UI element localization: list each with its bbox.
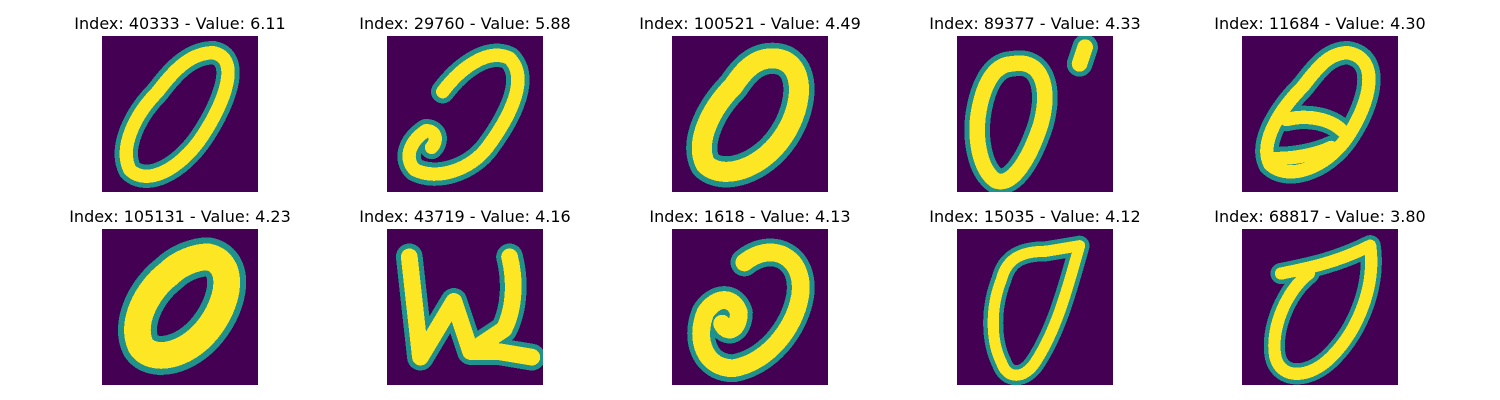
sample-image xyxy=(102,229,258,385)
sample-cell: Index: 40333 - Value: 6.11 xyxy=(60,14,300,204)
sample-title: Index: 100521 - Value: 4.49 xyxy=(639,14,861,33)
sample-title: Index: 1618 - Value: 4.13 xyxy=(649,207,851,226)
sample-title: Index: 11684 - Value: 4.30 xyxy=(1214,14,1426,33)
sample-cell: Index: 43719 - Value: 4.16 xyxy=(345,207,585,397)
sample-image xyxy=(957,36,1113,192)
sample-title: Index: 68817 - Value: 3.80 xyxy=(1214,207,1426,226)
sample-image xyxy=(387,229,543,385)
sample-image xyxy=(1242,229,1398,385)
sample-cell: Index: 15035 - Value: 4.12 xyxy=(915,207,1155,397)
sample-title: Index: 105131 - Value: 4.23 xyxy=(69,207,291,226)
sample-cell: Index: 100521 - Value: 4.49 xyxy=(630,14,870,204)
sample-title: Index: 29760 - Value: 5.88 xyxy=(359,14,571,33)
sample-cell: Index: 29760 - Value: 5.88 xyxy=(345,14,585,204)
sample-title: Index: 89377 - Value: 4.33 xyxy=(929,14,1141,33)
sample-image xyxy=(387,36,543,192)
sample-image xyxy=(672,229,828,385)
sample-cell: Index: 1618 - Value: 4.13 xyxy=(630,207,870,397)
sample-image xyxy=(957,229,1113,385)
sample-image xyxy=(672,36,828,192)
sample-cell: Index: 11684 - Value: 4.30 xyxy=(1200,14,1440,204)
sample-cell: Index: 68817 - Value: 3.80 xyxy=(1200,207,1440,397)
sample-title: Index: 15035 - Value: 4.12 xyxy=(929,207,1141,226)
sample-image xyxy=(102,36,258,192)
sample-title: Index: 40333 - Value: 6.11 xyxy=(74,14,286,33)
sample-cell: Index: 89377 - Value: 4.33 xyxy=(915,14,1155,204)
sample-image xyxy=(1242,36,1398,192)
sample-cell: Index: 105131 - Value: 4.23 xyxy=(60,207,300,397)
sample-title: Index: 43719 - Value: 4.16 xyxy=(359,207,571,226)
